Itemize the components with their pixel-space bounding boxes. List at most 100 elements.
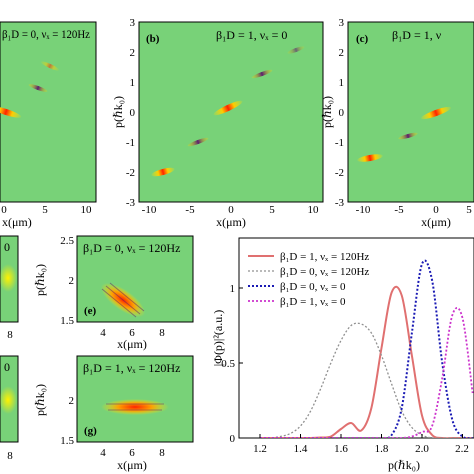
panel-b-yticks: 3 2 1 0 -1 -2 -3 [126, 17, 136, 209]
panel-b-ytick-2: 1 [130, 77, 136, 89]
panel-f-xtick: 8 [7, 450, 13, 462]
panel-c-xtick-1: -5 [394, 204, 404, 216]
panel-e-xtick-0: 4 [100, 327, 106, 339]
panel-a-xtick-0: 0 [1, 204, 7, 216]
panel-c-xlabel: x(μm) [421, 215, 451, 229]
chart-ytick-label: 1 [230, 283, 236, 295]
panel-d-glow [0, 264, 17, 292]
panel-e: β₁D = 0, νₓ = 120Hz (e) p(ℏk₀) 2.5 2 1.5… [33, 235, 194, 351]
panel-b-ytick-3: 0 [130, 107, 136, 119]
panel-e-ytick-2: 1.5 [60, 315, 74, 327]
panel-e-title: β₁D = 0, νₓ = 120Hz [83, 241, 180, 255]
panel-b: (b) β₁D = 1, νₓ = 0 p(ℏk₀) 3 2 1 0 -1 -2… [111, 17, 324, 229]
panel-e-xtick-2: 8 [159, 327, 165, 339]
chart-xtick-label: 1.4 [294, 443, 308, 455]
chart-xtick-label: 1.6 [334, 443, 348, 455]
panel-c-ytick-5: -2 [335, 167, 344, 179]
panel-e-ytick-0: 2.5 [60, 235, 74, 247]
panel-e-xlabel: x(μm) [117, 337, 147, 351]
panel-a-xlabel: x(μm) [2, 215, 32, 229]
panel-c-ridge-center [420, 106, 452, 120]
panel-c-tag: (c) [356, 33, 369, 45]
panel-g-blob [101, 399, 169, 415]
chart-legend-label: β₁D = 1, νₓ = 0 [280, 296, 346, 308]
panel-b-ridge-center [213, 100, 243, 116]
panel-c-xtick-2: 0 [433, 204, 439, 216]
panel-c-ytick-1: 2 [339, 47, 345, 59]
panel-g-xlabel: x(μm) [117, 458, 147, 472]
panel-c-field [347, 21, 474, 203]
panel-c-ytick-2: 1 [339, 77, 345, 89]
chart-legend-label: β₁D = 0, νₓ = 0 [280, 281, 346, 293]
panel-b-ytick-5: -2 [126, 167, 135, 179]
chart-xtick-label: 2.0 [415, 443, 429, 455]
panel-a-title: β₁D = 0, νₓ = 120Hz [2, 27, 90, 41]
panel-a-field [0, 21, 97, 203]
panel-e-xtick-1: 6 [129, 327, 135, 339]
panel-d-xtick: 8 [7, 329, 13, 341]
panel-f-title-fragment: 0 [4, 360, 10, 374]
panel-e-fringes [101, 282, 145, 318]
panel-g-ytick-1: 2 [69, 395, 75, 407]
panel-b-title: β₁D = 1, νₓ = 0 [216, 28, 287, 42]
chart-legend-label: β₁D = 0, νₓ = 120Hz [280, 266, 369, 278]
panel-c-yticks: 3 2 1 0 -1 -2 -3 [335, 17, 345, 209]
chart-ytick-label: 0 [230, 433, 236, 445]
panel-g-xtick-0: 4 [100, 447, 106, 459]
panel-g-xtick-1: 6 [129, 447, 135, 459]
panel-g-fringes [106, 403, 164, 411]
momentum-distribution-chart: 1.2 1.4 1.6 1.8 2.0 2.2 0 0.5 1 β₁D = 1, νₓ = 12… [211, 237, 474, 472]
panel-c-xtick-3: 5 [466, 204, 472, 216]
panel-b-ridge-bottom [151, 167, 175, 177]
panel-f-cropped: 0 8 [0, 355, 19, 462]
chart-plot-area [238, 237, 474, 439]
panel-b-ylabel: p(ℏk₀) [111, 96, 125, 128]
chart-xlabel: p(ℏk₀) [388, 458, 420, 472]
panel-c-ylabel: p(ℏk₀) [320, 96, 334, 128]
panel-a: β₁D = 0, νₓ = 120Hz 0 5 10 x(μm) [0, 21, 97, 229]
panel-b-ridge-upper [251, 69, 273, 79]
panel-a-ridge-main [0, 106, 22, 118]
chart-ylabel: |Φ(p)|²(a.u.) [211, 310, 225, 366]
panel-b-xtick-3: 5 [269, 204, 275, 216]
chart-legend-label: β₁D = 1, νₓ = 120Hz [280, 251, 369, 263]
panel-g-xtick-2: 8 [159, 447, 165, 459]
panel-g-ylabel: p(ℏk₀) [33, 384, 47, 416]
chart-legend: β₁D = 1, νₓ = 120Hz β₁D = 0, νₓ = 120Hz β₁… [248, 251, 369, 308]
panel-e-ylabel: p(ℏk₀) [33, 264, 47, 296]
panel-c-ytick-3: 0 [339, 107, 345, 119]
panel-b-xtick-1: -5 [185, 204, 195, 216]
panel-b-ytick-0: 3 [130, 17, 136, 29]
chart-series-line-2 [260, 322, 473, 438]
panel-c-ytick-4: -1 [335, 137, 344, 149]
panel-b-tag: (b) [146, 33, 160, 45]
panel-e-tag: (e) [84, 305, 97, 317]
panel-g-ytick-2: 1.5 [60, 435, 74, 447]
panel-g: β₁D = 1, νₓ = 120Hz (g) p(ℏk₀) 2 1.5 4 6… [33, 355, 194, 472]
panel-a-xtick-1: 5 [42, 204, 48, 216]
panel-g-tag: (g) [84, 425, 97, 437]
panel-b-xtick-4: 10 [308, 204, 320, 216]
panel-c-ytick-6: -3 [335, 197, 345, 209]
panel-b-xlabel: x(μm) [216, 215, 246, 229]
chart-axes-group: 1.2 1.4 1.6 1.8 2.0 2.2 0 0.5 1 [221, 283, 469, 455]
panel-c-ytick-0: 3 [339, 17, 345, 29]
panel-c: (c) β₁D = 1, ν p(ℏk₀) 3 2 1 0 -1 -2 -3 -… [320, 17, 474, 229]
chart-series-line-4 [259, 306, 474, 438]
panel-a-ridge-faint [40, 61, 60, 71]
chart-series-group [259, 259, 474, 438]
panel-c-ridge-bottom [357, 154, 383, 162]
panel-f-glow [0, 386, 17, 414]
panel-b-ytick-4: -1 [126, 137, 135, 149]
panel-a-xtick-2: 10 [81, 204, 93, 216]
panel-c-ridge-lower [398, 132, 418, 140]
panel-b-ytick-1: 2 [130, 47, 136, 59]
chart-xtick-label: 1.2 [253, 443, 267, 455]
panel-d-title-fragment: 0 [4, 240, 10, 254]
panel-b-ytick-6: -3 [126, 197, 136, 209]
panel-c-xtick-0: -10 [356, 204, 371, 216]
chart-xtick-label: 2.2 [455, 443, 469, 455]
panel-b-ridge-top [287, 46, 305, 54]
panel-b-ridge-lower [187, 137, 209, 147]
